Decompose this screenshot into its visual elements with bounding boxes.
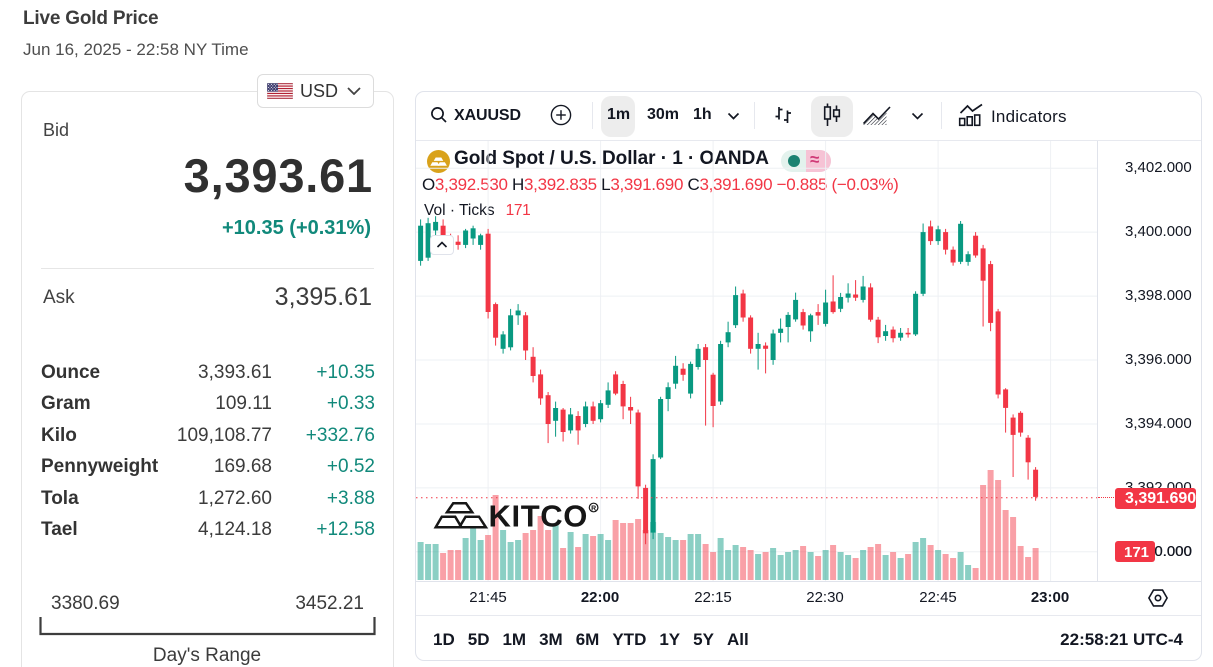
svg-text:R: R bbox=[591, 505, 596, 512]
svg-text:KITCO: KITCO bbox=[489, 499, 588, 534]
